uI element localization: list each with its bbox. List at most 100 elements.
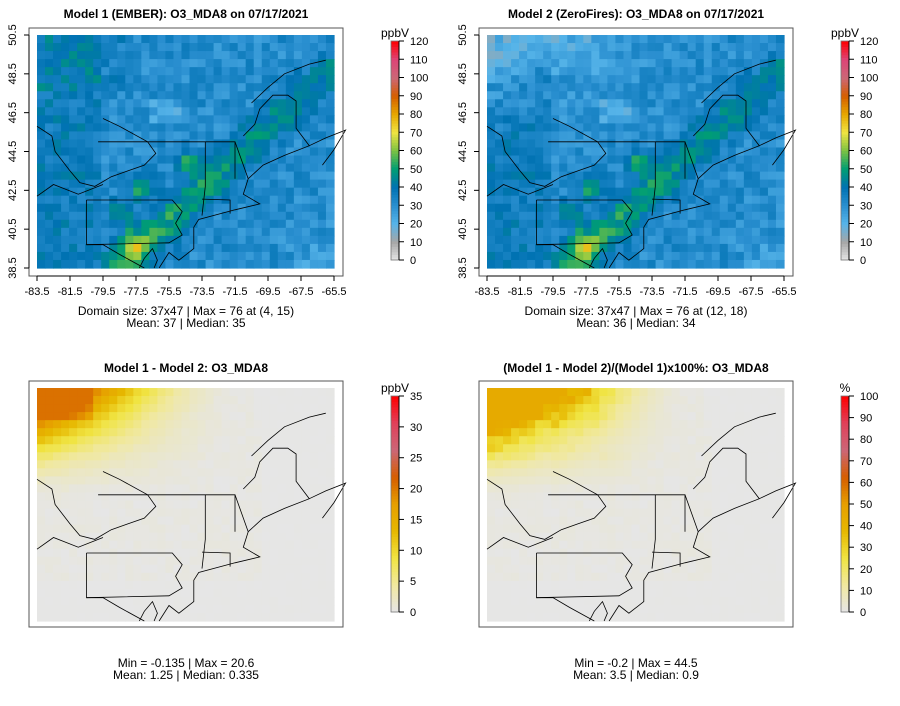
heatmap-cell	[93, 468, 102, 477]
heatmap-cell	[727, 604, 737, 614]
heatmap-cell	[117, 51, 126, 60]
colorbar-segment	[841, 501, 849, 505]
heatmap-cell	[759, 259, 769, 269]
heatmap-cell	[197, 155, 207, 165]
heatmap-cell	[767, 75, 777, 84]
heatmap-cell	[719, 612, 729, 622]
heatmap-cell	[237, 476, 247, 486]
heatmap-cell	[575, 99, 584, 108]
heatmap-cell	[277, 428, 287, 437]
heatmap-cell	[221, 235, 231, 245]
heatmap-cell	[261, 139, 271, 149]
heatmap-cell	[117, 540, 126, 550]
heatmap-cell	[125, 612, 134, 622]
heatmap-cell	[767, 596, 777, 606]
heatmap-cell	[109, 155, 118, 165]
heatmap-cell	[543, 259, 552, 269]
heatmap-cell	[663, 227, 673, 237]
heatmap-cell	[727, 564, 737, 574]
heatmap-cell	[719, 500, 729, 510]
heatmap-cell	[237, 67, 247, 76]
heatmap-cell	[767, 492, 777, 502]
heatmap-cell	[269, 404, 279, 413]
heatmap-cell	[125, 420, 134, 429]
heatmap-cell	[495, 596, 504, 606]
heatmap-cell	[205, 235, 215, 245]
colorbar-segment	[391, 504, 399, 508]
heatmap-cell	[309, 195, 319, 205]
heatmap-cell	[727, 484, 737, 494]
heatmap-cell	[735, 436, 745, 445]
heatmap-cell	[293, 123, 303, 133]
heatmap-cell	[767, 452, 777, 461]
heatmap-cell	[93, 428, 102, 437]
heatmap-cell	[511, 492, 520, 502]
heatmap-cell	[69, 420, 78, 429]
heatmap-cell	[487, 612, 496, 622]
heatmap-cell	[53, 484, 62, 494]
heatmap-cell	[487, 396, 496, 405]
heatmap-cell	[205, 187, 215, 197]
heatmap-cell	[775, 147, 785, 157]
heatmap-cell	[679, 211, 689, 221]
heatmap-cell	[615, 179, 625, 189]
heatmap-cell	[197, 139, 207, 149]
heatmap-cell	[285, 123, 295, 133]
heatmap-cell	[647, 468, 657, 477]
heatmap-cell	[309, 452, 319, 461]
heatmap-cell	[703, 219, 713, 229]
heatmap-cell	[277, 492, 287, 502]
heatmap-cell	[213, 163, 223, 173]
heatmap-cell	[301, 484, 311, 494]
heatmap-cell	[93, 556, 102, 566]
heatmap-cell	[639, 187, 649, 197]
heatmap-cell	[519, 155, 528, 165]
heatmap-cell	[285, 444, 295, 453]
heatmap-cell	[519, 556, 528, 566]
heatmap-cell	[535, 67, 544, 76]
heatmap-cell	[77, 516, 86, 526]
heatmap-cell	[61, 604, 70, 614]
heatmap-cell	[647, 612, 657, 622]
heatmap-cell	[503, 155, 512, 165]
heatmap-cell	[759, 444, 769, 453]
heatmap-cell	[535, 91, 544, 100]
heatmap-cell	[743, 412, 753, 421]
heatmap-cell	[325, 588, 335, 598]
heatmap-cell	[61, 388, 70, 397]
heatmap-cell	[655, 179, 665, 189]
boundary-line	[651, 198, 681, 214]
heatmap-cell	[109, 508, 118, 518]
heatmap-cell	[679, 420, 689, 429]
heatmap-cell	[133, 59, 142, 68]
heatmap-cell	[133, 404, 142, 413]
heatmap-cell	[53, 388, 62, 397]
heatmap-cell	[719, 51, 729, 60]
heatmap-cell	[743, 468, 753, 477]
heatmap-cell	[559, 115, 568, 124]
heatmap-cell	[269, 428, 279, 437]
heatmap-cell	[551, 147, 560, 157]
heatmap-cell	[85, 123, 94, 133]
heatmap-cell	[237, 532, 247, 542]
heatmap-cell	[301, 452, 311, 461]
heatmap-cell	[495, 484, 504, 494]
heatmap-cell	[487, 171, 496, 181]
heatmap-cell	[775, 123, 785, 133]
heatmap-cell	[77, 604, 86, 614]
heatmap-cell	[181, 500, 191, 510]
heatmap-cell	[671, 388, 681, 397]
heatmap-cell	[495, 548, 504, 558]
heatmap-cell	[221, 187, 231, 197]
heatmap-cell	[575, 139, 584, 149]
heatmap-cell	[237, 548, 247, 558]
boundary-line	[251, 412, 326, 457]
heatmap-cell	[503, 412, 512, 421]
heatmap-cell	[511, 500, 520, 510]
heatmap-cell	[631, 235, 641, 245]
heatmap-cell	[551, 259, 560, 269]
colorbar-segment	[841, 606, 849, 610]
heatmap-cell	[599, 147, 609, 157]
heatmap-cell	[261, 91, 271, 100]
heatmap-cell	[37, 524, 46, 534]
